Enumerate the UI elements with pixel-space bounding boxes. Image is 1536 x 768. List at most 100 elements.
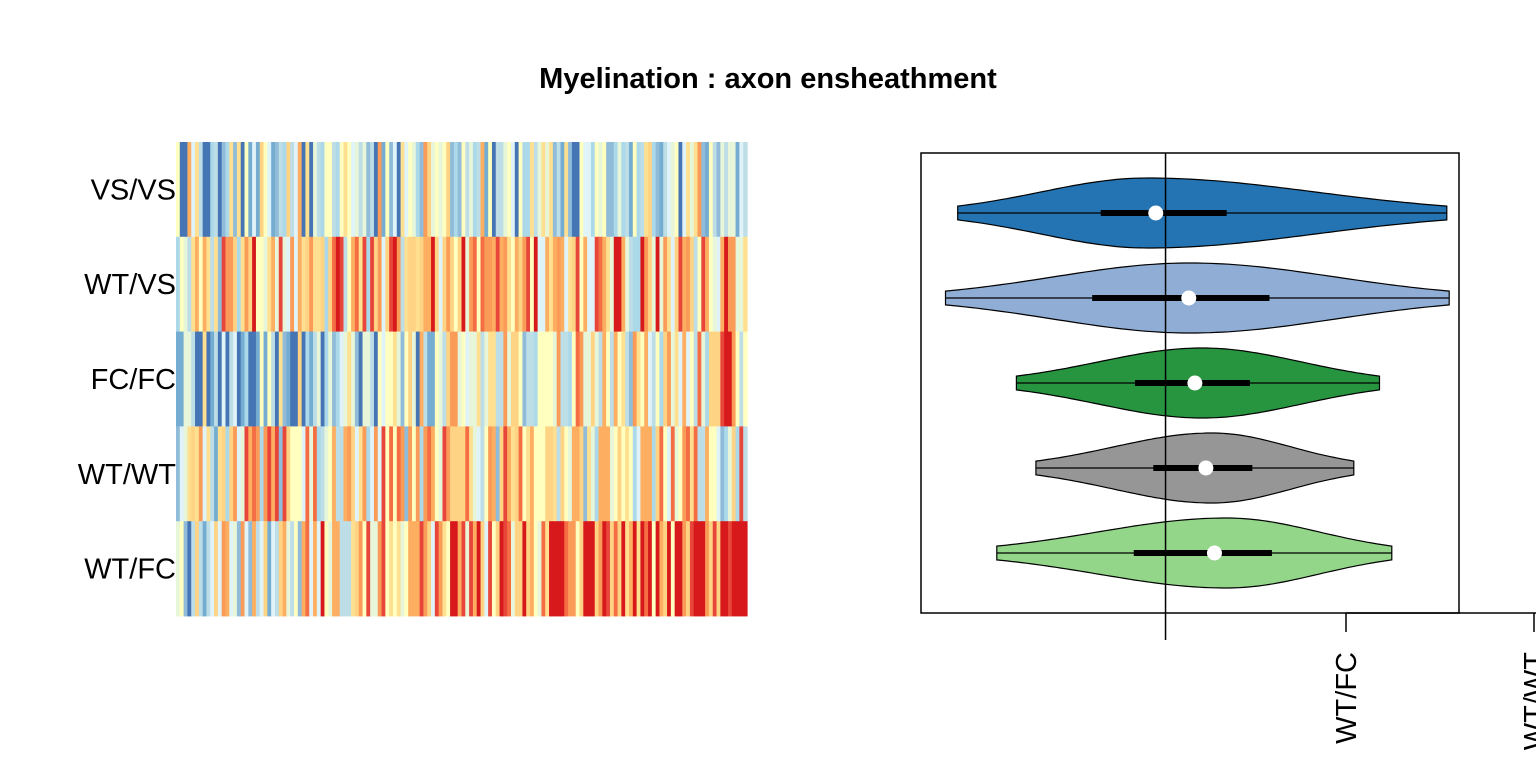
heatmap-cell: [419, 142, 425, 238]
heatmap-cell: [667, 331, 672, 427]
heatmap-cell: [510, 426, 516, 522]
heatmap-cell: [735, 331, 740, 427]
heatmap-cell: [739, 331, 744, 427]
heatmap-cell: [491, 331, 497, 427]
heatmap-cell: [450, 521, 455, 617]
heatmap-cell: [739, 236, 744, 332]
heatmap-cell: [183, 331, 189, 427]
heatmap-cell: [236, 426, 242, 522]
heatmap-cell: [530, 142, 535, 238]
heatmap-cell: [305, 142, 310, 238]
heatmap-cell: [313, 331, 318, 427]
heatmap-cell: [316, 426, 322, 522]
heatmap-cell: [552, 236, 558, 332]
heatmap-cell: [530, 426, 535, 522]
heatmap-cell: [404, 331, 409, 427]
heatmap-cell: [708, 521, 714, 617]
heatmap-cell: [389, 331, 394, 427]
heatmap-cell: [678, 331, 683, 427]
heatmap-cell: [396, 331, 402, 427]
heatmap-cell: [274, 331, 280, 427]
heatmap-cell: [179, 142, 185, 238]
heatmap-cell: [621, 426, 626, 522]
heatmap-cell: [400, 142, 405, 238]
heatmap-cell: [294, 331, 299, 427]
heatmap-cell: [609, 426, 615, 522]
heatmap-cell: [640, 142, 645, 238]
heatmap-cell: [446, 331, 451, 427]
heatmap-cell: [510, 331, 516, 427]
heatmap-cell: [313, 521, 318, 617]
heatmap-cell: [598, 426, 603, 522]
heatmap-cell: [644, 331, 649, 427]
heatmap-cell: [602, 331, 607, 427]
heatmap-cell: [255, 331, 261, 427]
heatmap-cell: [431, 142, 436, 238]
heatmap-cell: [202, 426, 208, 522]
heatmap-cell: [651, 331, 657, 427]
heatmap-cell: [217, 331, 223, 427]
heatmap-cell: [179, 236, 185, 332]
heatmap-cell: [518, 142, 524, 238]
heatmap-cell: [233, 426, 238, 522]
heatmap-cell: [373, 142, 379, 238]
heatmap-cell: [217, 236, 223, 332]
heatmap-cell: [438, 521, 444, 617]
heatmap-cell: [579, 236, 584, 332]
heatmap-cell: [590, 426, 596, 522]
heatmap-cell: [290, 142, 295, 238]
heatmap-cell: [179, 331, 185, 427]
heatmap-cell: [697, 236, 702, 332]
heatmap-cell: [179, 521, 185, 617]
heatmap-cell: [682, 426, 687, 522]
heatmap-cell: [358, 521, 364, 617]
heatmap-cell: [366, 426, 371, 522]
heatmap-cell: [351, 331, 356, 427]
heatmap-cell: [526, 236, 531, 332]
heatmap-cell: [176, 236, 181, 332]
heatmap-cell: [465, 331, 470, 427]
heatmap-cell: [632, 236, 638, 332]
heatmap-cell: [282, 426, 287, 522]
heatmap-cell: [354, 142, 360, 238]
heatmap-cell: [530, 236, 535, 332]
heatmap-cell: [689, 142, 695, 238]
heatmap-cell: [743, 331, 748, 427]
heatmap-cell: [240, 142, 246, 238]
heatmap-cell: [575, 521, 581, 617]
heatmap-cell: [343, 331, 348, 427]
heatmap-cell: [210, 426, 215, 522]
heatmap-cell: [678, 521, 683, 617]
heatmap-cell: [442, 236, 447, 332]
heatmap-cell: [602, 521, 607, 617]
heatmap-cell: [598, 236, 603, 332]
heatmap-cell: [469, 331, 474, 427]
heatmap-cell: [648, 142, 653, 238]
heatmap-cell: [313, 426, 318, 522]
heatmap-cell: [579, 521, 584, 617]
heatmap-cell: [408, 142, 413, 238]
heatmap-cell: [682, 236, 687, 332]
heatmap-cell: [507, 236, 512, 332]
axis-tick-label: WT/FC: [1331, 652, 1363, 744]
heatmap-cell: [446, 236, 451, 332]
heatmap-cell: [400, 426, 405, 522]
heatmap-cell: [434, 236, 440, 332]
heatmap-cell: [655, 521, 661, 617]
heatmap-cell: [651, 236, 657, 332]
heatmap-cell: [187, 426, 192, 522]
heatmap-cell: [583, 521, 588, 617]
heatmap-cell: [183, 521, 189, 617]
heatmap-cell: [400, 521, 405, 617]
heatmap-cell: [438, 236, 444, 332]
heatmap-cell: [686, 236, 691, 332]
heatmap-cell: [606, 426, 611, 522]
heatmap-cell: [316, 142, 322, 238]
heatmap-cell: [408, 521, 413, 617]
heatmap-cell: [488, 426, 493, 522]
heatmap-cell: [743, 521, 748, 617]
heatmap-cell: [457, 142, 463, 238]
heatmap-cell: [632, 142, 638, 238]
heatmap-cell: [438, 426, 444, 522]
heatmap-cell: [351, 236, 356, 332]
